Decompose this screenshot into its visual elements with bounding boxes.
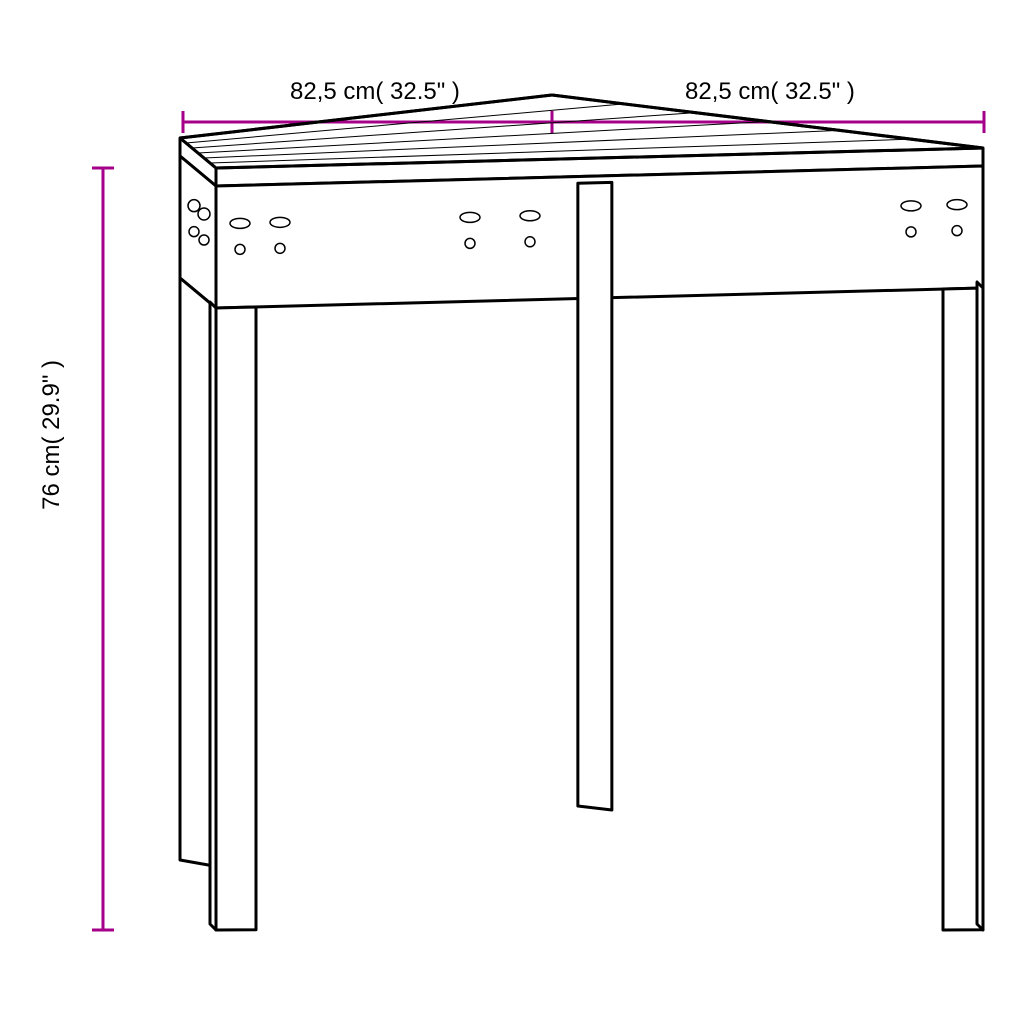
depth-dimension-label: 82,5 cm( 32.5" ) [290, 78, 460, 106]
table-dimension-diagram [0, 0, 1024, 1024]
width-dimension-label: 82,5 cm( 32.5" ) [685, 78, 855, 106]
height-dimension-label: 76 cm( 29.9" ) [38, 360, 66, 510]
